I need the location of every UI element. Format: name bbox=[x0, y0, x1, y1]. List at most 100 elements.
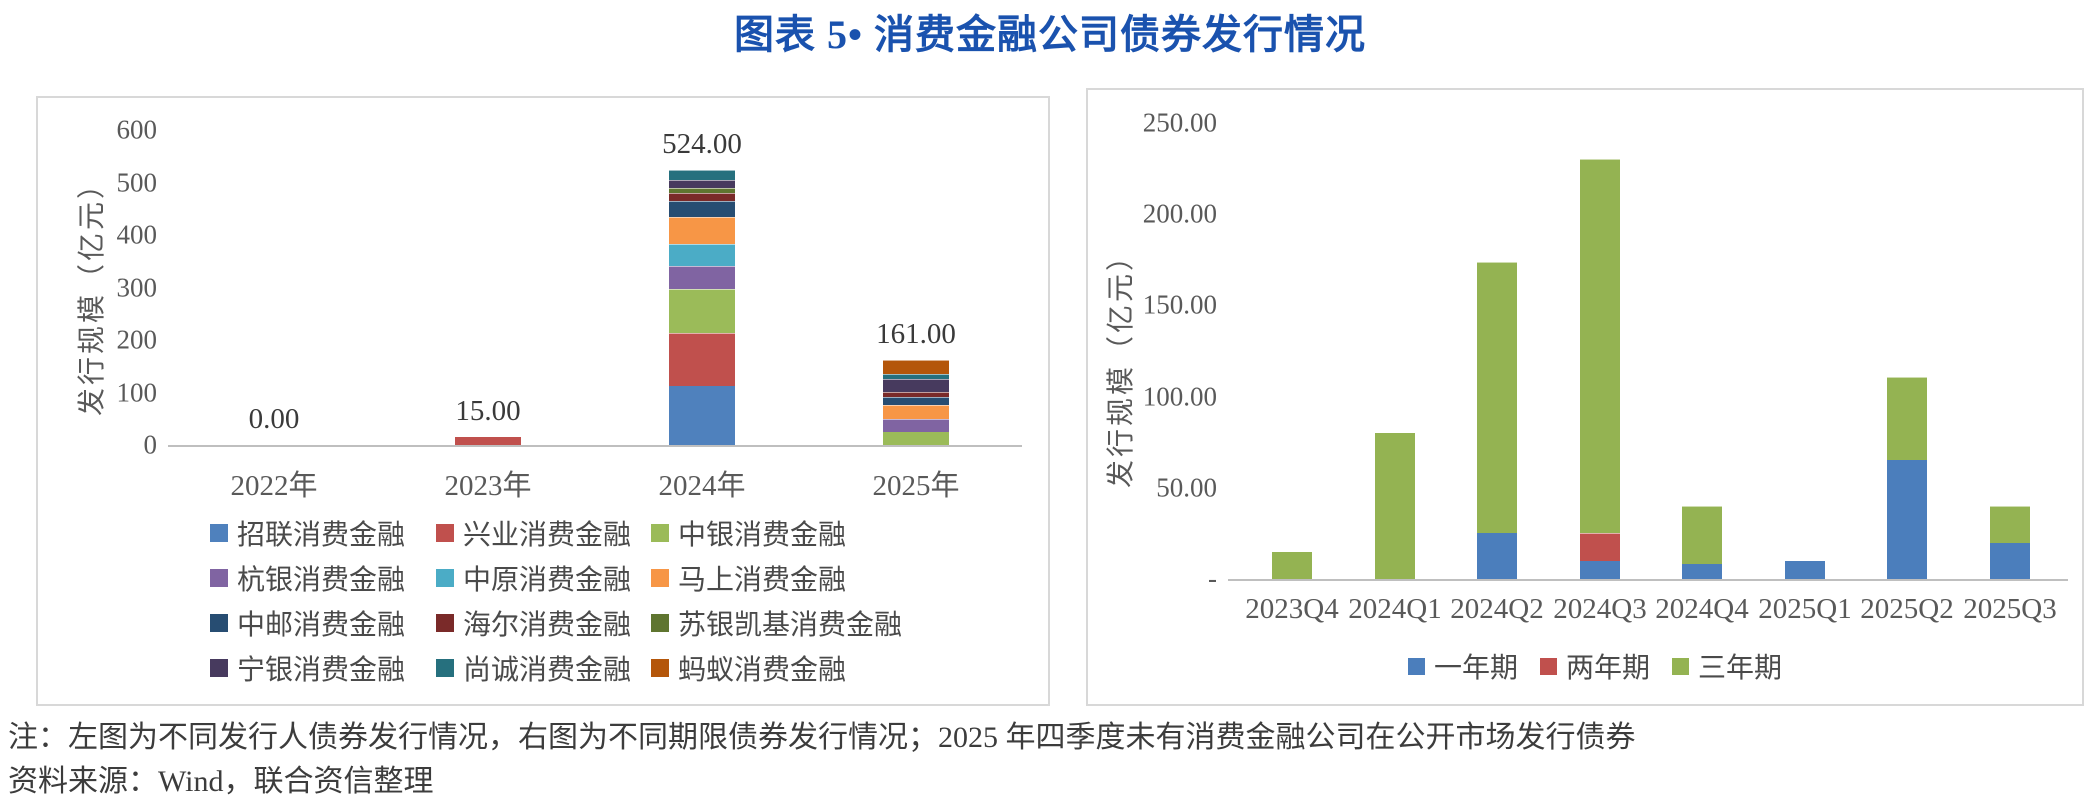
bar-total-label: 524.00 bbox=[662, 127, 742, 160]
x-tick-label: 2024Q1 bbox=[1348, 593, 1442, 625]
bar-segment bbox=[883, 396, 949, 406]
bar-segment bbox=[1580, 533, 1620, 561]
legend-item: 中原消费金融 bbox=[436, 558, 651, 598]
legend-label: 中原消费金融 bbox=[463, 564, 632, 596]
legend-swatch bbox=[210, 613, 228, 632]
x-tick-label: 2025Q1 bbox=[1758, 593, 1852, 625]
y-tick-label: 100 bbox=[116, 377, 158, 407]
x-tick-label: 2025Q2 bbox=[1860, 593, 1954, 625]
bar-segment bbox=[1477, 533, 1517, 579]
note-line-2: 资料来源：Wind，联合资信整理 bbox=[8, 765, 434, 798]
bar-total-label: 161.00 bbox=[876, 318, 956, 351]
legend-label: 两年期 bbox=[1566, 653, 1651, 684]
legend-item: 宁银消费金融 bbox=[210, 648, 436, 688]
legend-swatch bbox=[436, 613, 454, 632]
bar-segment bbox=[669, 288, 735, 334]
legend-label: 一年期 bbox=[1434, 653, 1519, 684]
y-tick-label: 200 bbox=[116, 324, 158, 355]
legend-swatch bbox=[210, 658, 228, 677]
legend-item: 招联消费金融 bbox=[210, 513, 436, 553]
legend-label: 苏银凯基消费金融 bbox=[678, 609, 903, 641]
bar-segment bbox=[669, 385, 735, 445]
bar-segment bbox=[883, 378, 949, 392]
maturity-bar-chart-panel: 发行规模（亿元） 250.00 200.00 150.00 100.00 50.00-2… bbox=[1086, 88, 2084, 706]
bar-segment bbox=[1682, 506, 1722, 565]
y-tick-label: 400 bbox=[116, 219, 158, 250]
legend-item: 海尔消费金融 bbox=[436, 603, 651, 643]
bar-segment bbox=[883, 405, 949, 420]
bar-segment bbox=[883, 432, 949, 445]
bar-segment bbox=[1477, 261, 1517, 534]
note-line-1: 注：左图为不同发行人债券发行情况，右图为不同期限债券发行情况；2025 年四季度… bbox=[8, 721, 1636, 754]
legend-label: 海尔消费金融 bbox=[463, 609, 632, 641]
bar-segment bbox=[883, 373, 949, 379]
legend-item: 马上消费金融 bbox=[651, 558, 941, 598]
legend-item: 尚诚消费金融 bbox=[436, 648, 651, 688]
y-tick-label: 0 bbox=[143, 429, 158, 460]
x-axis-line bbox=[168, 445, 1022, 447]
legend-item: 中银消费金融 bbox=[651, 513, 941, 553]
legend-label: 杭银消费金融 bbox=[237, 564, 406, 596]
bar-segment bbox=[669, 193, 735, 202]
x-tick-label: 2023年 bbox=[444, 470, 532, 502]
bar-segment bbox=[669, 169, 735, 180]
bar-segment bbox=[669, 179, 735, 189]
legend-swatch bbox=[651, 523, 669, 542]
legend-label: 三年期 bbox=[1698, 653, 1783, 684]
legend-label: 马上消费金融 bbox=[678, 564, 847, 596]
bar-segment bbox=[669, 201, 735, 218]
legend-item: 蚂蚁消费金融 bbox=[651, 648, 941, 688]
legend-swatch bbox=[1672, 657, 1690, 675]
x-tick-label: 2025年 bbox=[872, 470, 960, 502]
legend-label: 中邮消费金融 bbox=[237, 609, 406, 641]
legend-item: 杭银消费金融 bbox=[210, 558, 436, 598]
legend-swatch bbox=[651, 568, 669, 587]
legend-label: 中银消费金融 bbox=[678, 519, 847, 551]
bar-total-label: 15.00 bbox=[455, 395, 521, 428]
y-tick-label: - bbox=[1208, 563, 1217, 594]
legend-label: 宁银消费金融 bbox=[237, 654, 406, 686]
legend-swatch bbox=[436, 568, 454, 587]
legend-swatch bbox=[436, 523, 454, 542]
x-tick-label: 2024Q2 bbox=[1450, 593, 1544, 625]
bar-segment bbox=[669, 217, 735, 244]
bar-segment bbox=[1375, 433, 1415, 579]
bar-segment bbox=[455, 437, 521, 445]
bar-segment bbox=[669, 243, 735, 266]
bar-segment bbox=[883, 360, 949, 374]
legend-swatch bbox=[210, 568, 228, 587]
legend-swatch bbox=[651, 613, 669, 632]
bar-segment bbox=[1580, 560, 1620, 579]
left-plot-area: 600 500 400 300 200 100 0 2022年 0.00 2023年 15.00 20… bbox=[38, 98, 1048, 704]
x-tick-label: 2024Q4 bbox=[1655, 593, 1749, 625]
y-tick-label: 300 bbox=[116, 272, 158, 302]
x-tick-label: 2024年 bbox=[658, 470, 746, 502]
bar-segment bbox=[1682, 564, 1722, 579]
bar-segment bbox=[1887, 376, 1927, 461]
legend-label: 蚂蚁消费金融 bbox=[678, 654, 847, 686]
bar-segment bbox=[1990, 506, 2030, 543]
y-tick-label: 200.00 bbox=[1142, 198, 1217, 229]
bar-segment bbox=[883, 391, 949, 397]
x-tick-label: 2023Q4 bbox=[1245, 593, 1339, 625]
bar-total-label: 0.00 bbox=[248, 403, 300, 435]
x-tick-label: 2024Q3 bbox=[1553, 593, 1647, 625]
bar-segment bbox=[1887, 460, 1927, 579]
y-tick-label: 500 bbox=[116, 167, 158, 197]
bar-segment bbox=[669, 265, 735, 289]
y-tick-label: 600 bbox=[116, 114, 158, 145]
legend-swatch bbox=[436, 658, 454, 677]
legend-swatch bbox=[1540, 657, 1558, 675]
legend-item: 两年期 bbox=[1540, 646, 1650, 686]
x-axis-line bbox=[1228, 579, 2068, 581]
issuer-bar-chart-panel: 发行规模（亿元） 600 500 400 300 200 100 0 2022年 0.00 202… bbox=[36, 96, 1050, 706]
x-tick-label: 2022年 bbox=[230, 470, 318, 502]
legend-item: 中邮消费金融 bbox=[210, 603, 436, 643]
bar-segment bbox=[669, 333, 735, 386]
legend-swatch bbox=[1408, 657, 1425, 675]
bar-segment bbox=[1990, 542, 2030, 579]
y-tick-label: 250.00 bbox=[1142, 107, 1217, 138]
legend-item: 苏银凯基消费金融 bbox=[651, 603, 941, 643]
legend-swatch bbox=[651, 658, 669, 677]
y-tick-label: 100.00 bbox=[1142, 381, 1217, 412]
